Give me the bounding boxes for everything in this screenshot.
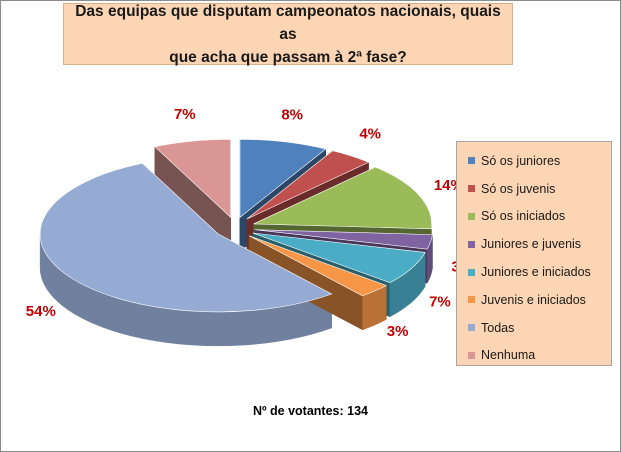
legend-label: Só os juvenis [481,181,556,196]
legend-item: Só os iniciados [457,203,611,231]
pie-slice [154,138,231,218]
legend-swatch [468,157,475,165]
legend-label: Juvenis e iniciados [481,292,586,307]
pie-slice [252,232,426,284]
chart-title-box: Das equipas que disputam campeonatos nac… [63,3,513,66]
legend-item: Juvenis e iniciados [457,286,611,314]
pie-slice [239,139,327,218]
legend-label: Só os juniores [481,153,561,168]
pie-data-label: 8% [281,107,303,124]
voters-label: Nº de votantes: [252,404,344,418]
legend-item: Todas [457,314,611,342]
legend-item: Só os juniores [457,147,611,175]
legend-label: Nenhuma [481,348,536,363]
pie-slice [254,229,433,250]
legend-swatch [468,240,475,248]
pie-slice [249,235,388,297]
pie-data-label: 7% [429,294,451,311]
pie-slice [39,162,333,313]
legend-swatch [468,324,475,332]
pie-data-label: 7% [174,106,196,123]
legend-swatch [468,351,475,359]
legend-swatch [468,212,475,220]
legend-item: Nenhuma [457,342,611,370]
legend-swatch [468,268,475,276]
legend-label: Juniores e juvenis [481,237,582,252]
chart-legend: Só os juniores Só os juvenis Só os iniciad… [456,141,612,366]
legend-item: Juniores e juvenis [457,230,611,258]
pie-data-label: 54% [26,303,56,320]
pie-data-label: 3% [387,323,409,340]
legend-swatch [468,185,475,193]
pie-slice [253,166,432,230]
chart-title: Das equipas que disputam campeonatos nac… [64,0,512,69]
legend-item: Juniores e iniciados [457,258,611,286]
legend-swatch [468,296,475,304]
voters-footer: Nº de votantes: 134 [0,404,621,418]
voters-count: 134 [347,404,369,418]
pie-top-layer [39,138,433,313]
legend-item: Só os juvenis [457,175,611,203]
pie-slice [246,150,370,220]
pie-data-label: 4% [359,125,381,142]
chart-title-line-2: que acha que passam à 2ª fase? [169,48,407,66]
legend-label: Só os iniciados [481,209,566,224]
chart-title-line-1: Das equipas que disputam campeonatos nac… [75,2,501,43]
legend-label: Todas [481,320,515,335]
legend-label: Juniores e iniciados [481,265,591,280]
